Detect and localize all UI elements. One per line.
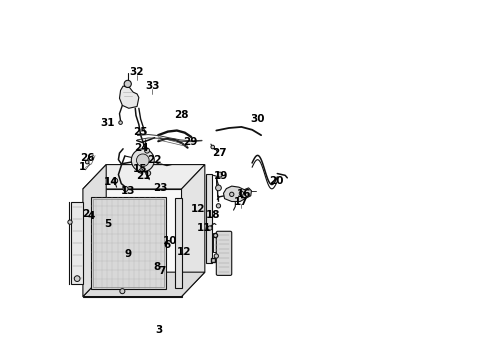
Circle shape	[145, 148, 149, 153]
Circle shape	[120, 289, 125, 294]
Circle shape	[208, 226, 212, 230]
Text: 5: 5	[104, 219, 112, 229]
Bar	[205, 174, 212, 263]
Text: 27: 27	[212, 148, 226, 158]
Text: 18: 18	[205, 210, 220, 220]
Text: 30: 30	[250, 114, 265, 124]
Text: 14: 14	[104, 177, 119, 187]
Circle shape	[119, 121, 122, 125]
Text: 9: 9	[125, 248, 132, 258]
Circle shape	[230, 192, 234, 197]
Circle shape	[131, 149, 154, 172]
Circle shape	[218, 172, 222, 177]
Text: 2: 2	[82, 209, 89, 219]
Circle shape	[139, 169, 143, 173]
Text: 19: 19	[214, 171, 228, 181]
Circle shape	[214, 254, 219, 258]
Text: 7: 7	[158, 266, 166, 276]
Polygon shape	[83, 272, 205, 297]
Bar	[214, 233, 219, 252]
Bar	[91, 197, 167, 289]
Circle shape	[137, 154, 149, 167]
Text: 28: 28	[174, 111, 189, 121]
Text: 4: 4	[88, 211, 95, 221]
Text: 11: 11	[196, 224, 211, 233]
Text: 33: 33	[145, 81, 160, 91]
Text: 10: 10	[163, 236, 177, 246]
Polygon shape	[120, 86, 139, 108]
Circle shape	[85, 160, 89, 164]
Bar	[93, 199, 164, 287]
Text: 22: 22	[147, 155, 162, 165]
Text: 25: 25	[133, 127, 147, 136]
Circle shape	[216, 185, 221, 191]
Polygon shape	[83, 165, 205, 189]
Circle shape	[239, 191, 244, 195]
Circle shape	[216, 204, 220, 208]
Text: 21: 21	[137, 171, 151, 181]
Bar	[72, 202, 83, 284]
Circle shape	[146, 171, 151, 176]
Text: 26: 26	[80, 153, 95, 163]
Text: 1: 1	[79, 162, 87, 172]
Polygon shape	[223, 186, 251, 202]
Text: 31: 31	[101, 118, 115, 128]
Text: 12: 12	[177, 247, 191, 257]
Text: 17: 17	[233, 197, 248, 207]
Circle shape	[113, 178, 118, 183]
Text: 6: 6	[164, 240, 171, 250]
Polygon shape	[83, 189, 181, 297]
Text: 8: 8	[153, 262, 161, 272]
Circle shape	[68, 220, 72, 224]
Text: 13: 13	[121, 186, 136, 196]
Polygon shape	[83, 165, 106, 297]
Text: 29: 29	[183, 138, 197, 147]
Text: 32: 32	[129, 67, 144, 77]
Text: 16: 16	[237, 189, 251, 199]
Polygon shape	[181, 165, 205, 297]
Text: 23: 23	[153, 183, 168, 193]
FancyBboxPatch shape	[216, 231, 232, 275]
Bar	[175, 198, 181, 288]
Circle shape	[211, 145, 215, 149]
Circle shape	[123, 186, 128, 192]
Circle shape	[74, 276, 80, 282]
Text: 20: 20	[270, 176, 284, 186]
Text: 12: 12	[191, 204, 205, 214]
Circle shape	[124, 80, 131, 87]
Text: 3: 3	[155, 325, 163, 335]
Text: 24: 24	[134, 143, 148, 153]
Text: 15: 15	[133, 164, 147, 174]
